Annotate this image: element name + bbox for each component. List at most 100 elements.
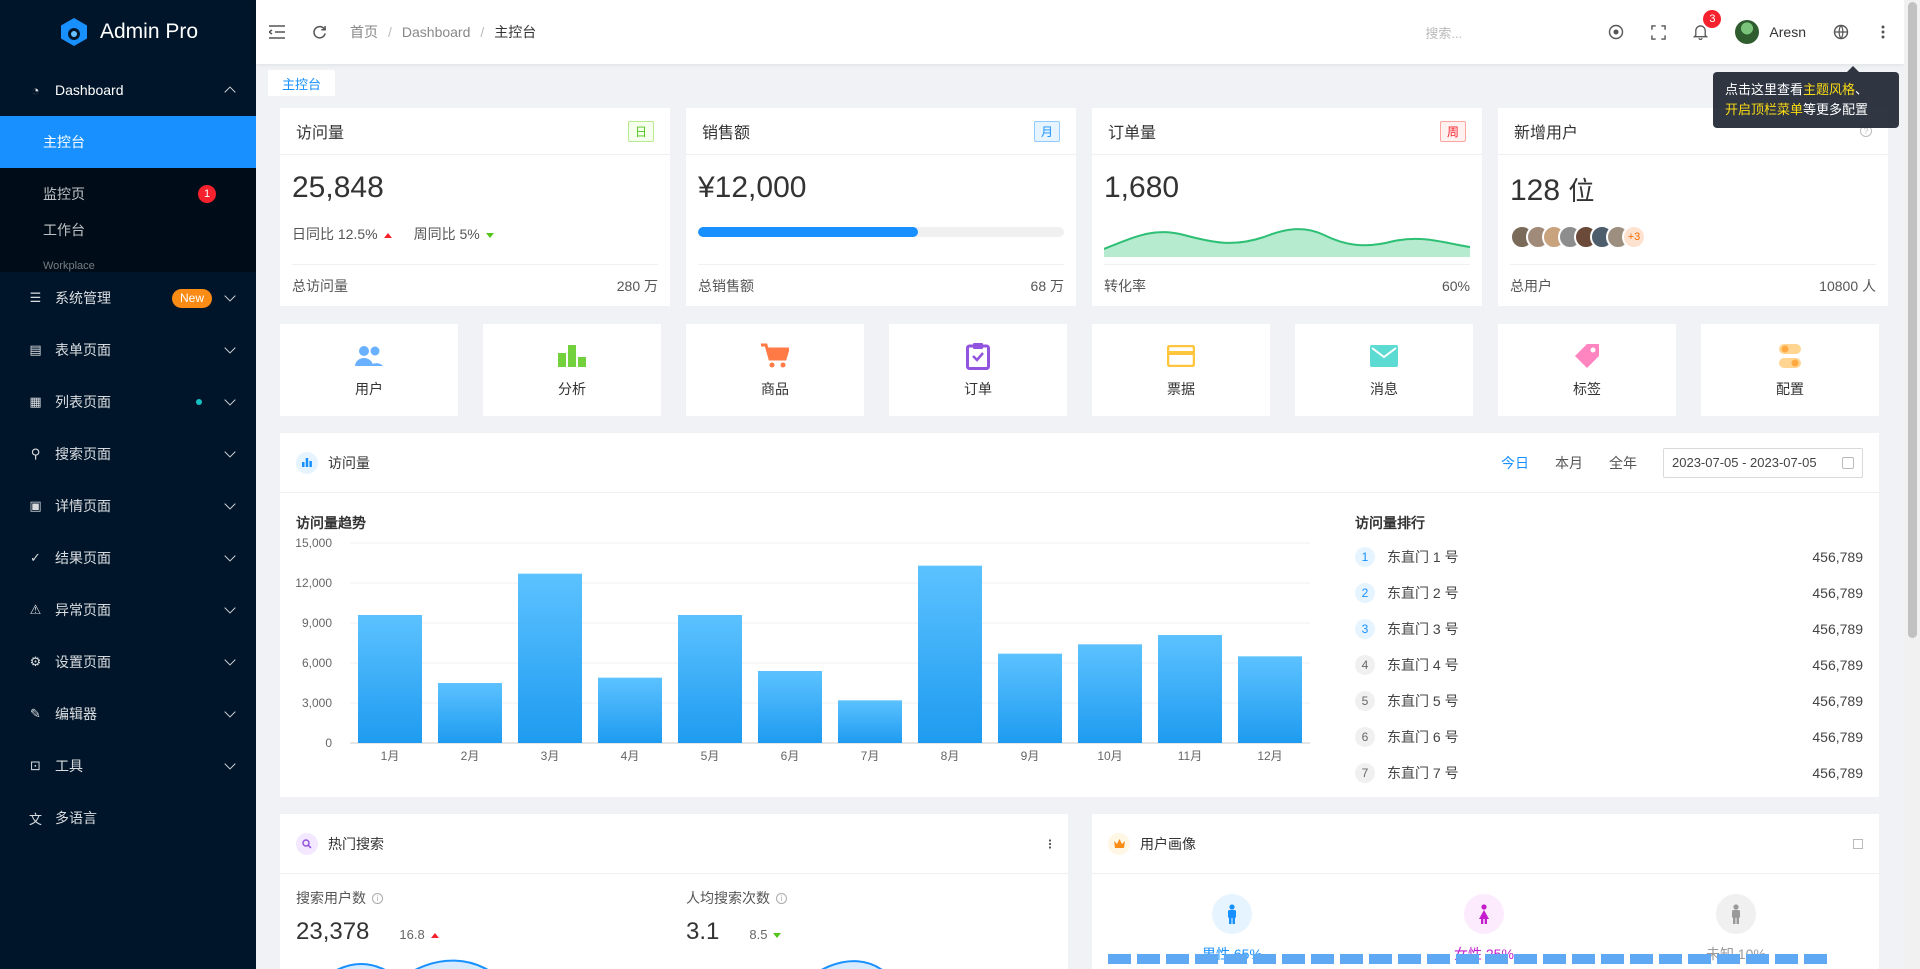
- rank-row[interactable]: 5 东直门 5 号 456,789: [1355, 683, 1863, 719]
- main-content: 主控台 访问量 日 25,848 日同比 12.5% 周同比 5% 总访问量 2…: [256, 64, 1904, 969]
- male-icon: [1211, 894, 1252, 934]
- tooltip-highlight: 开启顶栏菜单: [1725, 102, 1804, 117]
- bar[interactable]: [918, 565, 982, 743]
- chevron-down-icon: [224, 290, 236, 302]
- date-range-picker[interactable]: 2023-07-05 - 2023-07-05: [1663, 447, 1863, 478]
- tab-console[interactable]: 主控台: [268, 70, 336, 96]
- shortcut-config[interactable]: 配置: [1701, 324, 1879, 416]
- bar[interactable]: [758, 671, 822, 743]
- menu-tools[interactable]: ⊡ 工具: [0, 740, 256, 792]
- card-icon: [1166, 341, 1196, 371]
- rank-row[interactable]: 3 东直门 3 号 456,789: [1355, 611, 1863, 647]
- menu-settings[interactable]: ⚙ 设置页面: [0, 636, 256, 688]
- logo[interactable]: Admin Pro: [0, 0, 256, 64]
- stat-value: ¥12,000: [698, 171, 807, 204]
- bar[interactable]: [438, 683, 502, 743]
- kpi-value: 3.1: [686, 918, 720, 945]
- panel-title: 访问量: [328, 454, 370, 471]
- github-icon[interactable]: [1595, 0, 1637, 64]
- rank-row[interactable]: 2 东直门 2 号 456,789: [1355, 575, 1863, 611]
- page-scrollbar[interactable]: [1904, 0, 1920, 969]
- unknown-icon: [1715, 894, 1756, 934]
- breadcrumb-home[interactable]: 首页: [350, 24, 378, 40]
- female-icon: [1463, 894, 1504, 934]
- calendar-icon: [1842, 456, 1854, 469]
- rank-name: 东直门 6 号: [1387, 729, 1459, 745]
- menu-form[interactable]: ▤ 表单页面: [0, 324, 256, 376]
- stat-number: 128: [1510, 174, 1561, 207]
- menu-result[interactable]: ✓ 结果页面: [0, 532, 256, 584]
- shortcut-users[interactable]: 用户: [280, 324, 458, 416]
- tag-bar: 主控台: [256, 64, 1904, 104]
- bar[interactable]: [598, 677, 662, 743]
- rank-row[interactable]: 6 东直门 6 号 456,789: [1355, 719, 1863, 755]
- refresh-icon[interactable]: [298, 0, 340, 64]
- rank-row[interactable]: 1 东直门 1 号 456,789: [1355, 539, 1863, 575]
- trend-up-icon: [430, 933, 439, 939]
- notification-bell-icon[interactable]: 3: [1679, 0, 1722, 64]
- menu-exception[interactable]: ⚠ 异常页面: [0, 584, 256, 636]
- menu-search[interactable]: ⚲ 搜索页面: [0, 428, 256, 480]
- submenu-item-workplace[interactable]: 工作台 Workplace: [0, 220, 256, 272]
- header-search[interactable]: 搜索...: [1425, 25, 1463, 41]
- submenu-label: 工作台: [43, 222, 85, 238]
- download-icon[interactable]: [1853, 838, 1863, 849]
- tooltip-highlight: 主题风格: [1803, 82, 1856, 97]
- more-vertical-icon[interactable]: [1862, 0, 1904, 64]
- shortcut-tags[interactable]: 标签: [1498, 324, 1676, 416]
- menu-label: 编辑器: [55, 706, 97, 722]
- shortcut-invoices[interactable]: 票据: [1092, 324, 1270, 416]
- scrollbar-thumb[interactable]: [1908, 2, 1917, 638]
- menu-label: 列表页面: [55, 394, 111, 410]
- avatar-more[interactable]: +3: [1622, 225, 1646, 249]
- persona-ratio-bar: [1108, 954, 1827, 964]
- kpi-trend-value: 8.5: [749, 927, 768, 942]
- breadcrumb-separator: /: [480, 24, 485, 40]
- bar[interactable]: [998, 653, 1062, 743]
- info-icon[interactable]: i: [372, 892, 383, 904]
- shortcut-products[interactable]: 商品: [686, 324, 864, 416]
- menu-dashboard[interactable]: ◔ Dashboard: [0, 64, 256, 116]
- status-dot: [196, 399, 202, 405]
- shortcut-orders[interactable]: 订单: [889, 324, 1067, 416]
- shortcut-label: 消息: [1370, 381, 1398, 397]
- info-icon[interactable]: i: [776, 892, 787, 904]
- range-month[interactable]: 本月: [1555, 454, 1583, 471]
- menu-i18n[interactable]: 文 多语言: [0, 792, 256, 844]
- chevron-down-icon: [224, 394, 236, 406]
- more-vertical-icon[interactable]: [1048, 836, 1052, 852]
- profile-icon: ▣: [29, 498, 42, 513]
- fullscreen-icon[interactable]: [1637, 0, 1679, 64]
- bar[interactable]: [838, 700, 902, 743]
- bar[interactable]: [1078, 644, 1142, 743]
- menu-label: 结果页面: [55, 550, 111, 566]
- period-tag: 日: [627, 120, 654, 142]
- bar[interactable]: [358, 615, 422, 743]
- rank-number: 6: [1355, 727, 1375, 747]
- tool-icon: ⊡: [30, 758, 41, 773]
- bar[interactable]: [518, 573, 582, 743]
- submenu-item-monitor[interactable]: 监控页 1: [0, 168, 256, 220]
- menu-detail[interactable]: ▣ 详情页面: [0, 480, 256, 532]
- rank-row[interactable]: 7 东直门 7 号 456,789: [1355, 755, 1863, 791]
- menu-list[interactable]: ▦ 列表页面: [0, 376, 256, 428]
- rank-value: 456,789: [1812, 549, 1863, 565]
- bar[interactable]: [1158, 635, 1222, 743]
- chevron-down-icon: [224, 602, 236, 614]
- y-tick-label: 12,000: [295, 576, 332, 590]
- shortcut-messages[interactable]: 消息: [1295, 324, 1473, 416]
- language-globe-icon[interactable]: [1820, 0, 1862, 64]
- bar[interactable]: [1238, 656, 1302, 743]
- menu-editor[interactable]: ✎ 编辑器: [0, 688, 256, 740]
- rank-row[interactable]: 4 东直门 4 号 456,789: [1355, 647, 1863, 683]
- breadcrumb-dashboard[interactable]: Dashboard: [401, 24, 471, 40]
- menu-fold-icon[interactable]: [256, 0, 298, 64]
- menu-system[interactable]: ☰ 系统管理 New: [0, 272, 256, 324]
- shortcut-analysis[interactable]: 分析: [483, 324, 661, 416]
- user-menu[interactable]: Aresn: [1721, 20, 1820, 44]
- kpi-trend-value: 16.8: [399, 927, 425, 942]
- range-today[interactable]: 今日: [1501, 454, 1529, 471]
- bar[interactable]: [678, 615, 742, 743]
- range-year[interactable]: 全年: [1609, 454, 1637, 471]
- submenu-item-console[interactable]: 主控台: [0, 116, 256, 168]
